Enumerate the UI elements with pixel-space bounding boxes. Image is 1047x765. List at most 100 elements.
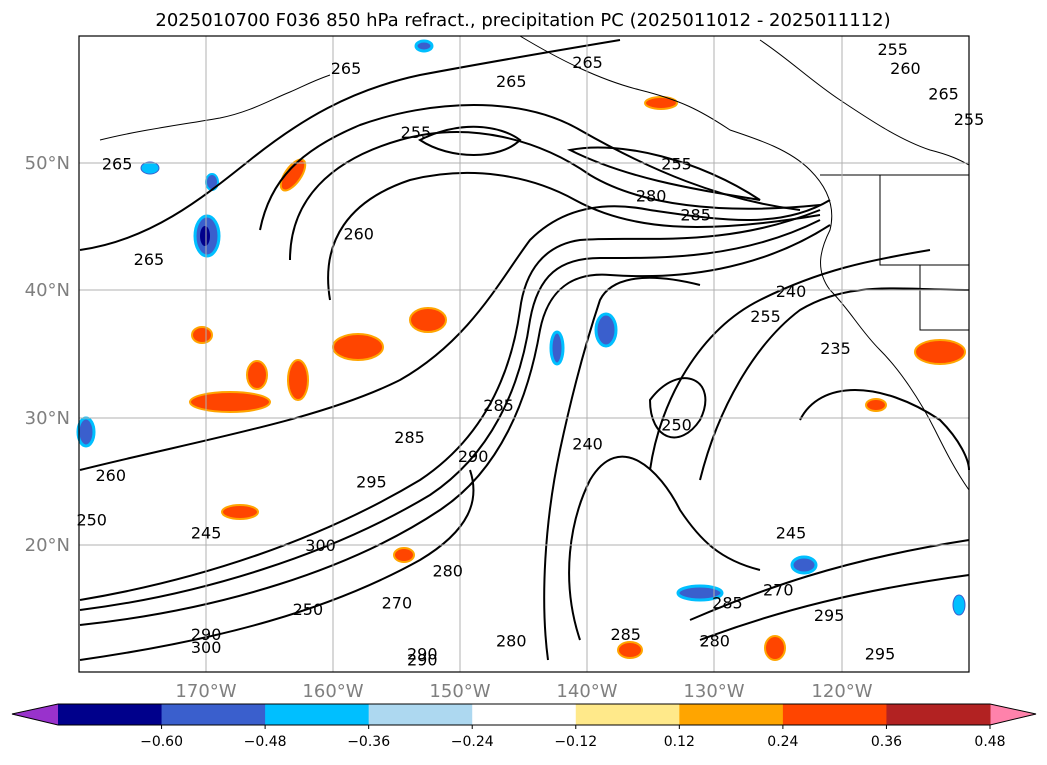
- contour-label: 250: [661, 415, 692, 434]
- contour-label: 290: [458, 447, 489, 466]
- contour-label: 270: [382, 593, 413, 612]
- colorbar-tick-label: −0.48: [244, 734, 287, 750]
- colorbar-tick-label: 0.36: [871, 734, 902, 750]
- colorbar-extend-low: [12, 704, 58, 725]
- lat-tick-label: 40°N: [25, 280, 70, 301]
- contour-line: [327, 172, 821, 301]
- precip-patch: [409, 307, 447, 333]
- precip-patch: [189, 391, 271, 413]
- contour-line: [689, 539, 970, 621]
- contour-label: 250: [76, 511, 107, 530]
- coastline-alaska: [519, 35, 970, 491]
- contour-line: [699, 574, 970, 641]
- contour-line: [568, 455, 761, 641]
- contour-label: 260: [96, 466, 127, 485]
- colorbar-cell: [679, 704, 784, 725]
- precip-patch: [952, 594, 966, 616]
- colorbar-tick-label: 0.12: [664, 734, 695, 750]
- precip-patch: [594, 312, 618, 348]
- colorbar-ticks: −0.60 −0.48 −0.36 −0.24 −0.12 0.12 0.24 0.36 0.4…: [140, 725, 1006, 750]
- contour-label: 285: [680, 205, 711, 224]
- contour-line: [799, 389, 970, 471]
- contour-line: [79, 469, 475, 661]
- contour-line: [648, 377, 707, 439]
- colorbar-tick-label: −0.36: [347, 734, 390, 750]
- contour-line: [79, 209, 821, 601]
- contour-label: 280: [699, 632, 730, 651]
- lat-tick-label: 50°N: [25, 153, 70, 174]
- colorbar-outline: [11, 703, 1037, 726]
- map-frame: [78, 35, 970, 673]
- precip-patch: [676, 584, 724, 602]
- contour-label: 280: [432, 562, 463, 581]
- precip-patch: [200, 226, 210, 246]
- coastline: [99, 35, 970, 491]
- lon-tick-label: 150°W: [429, 681, 490, 702]
- contour-label: 300: [191, 638, 222, 657]
- contour-label: 240: [572, 434, 603, 453]
- lon-tick-label: 160°W: [302, 681, 363, 702]
- contour-label: 280: [496, 632, 527, 651]
- precip-patch: [764, 635, 786, 661]
- lat-tick-label: 20°N: [25, 535, 70, 556]
- contour-label: 265: [134, 250, 165, 269]
- border-state: [919, 265, 969, 331]
- contour-label: 290: [191, 625, 222, 644]
- contour-label: 265: [928, 85, 959, 104]
- precip-patch: [191, 326, 213, 344]
- contour-label: 255: [661, 155, 692, 174]
- precip-patch: [393, 547, 415, 563]
- lon-tick-label: 170°W: [175, 681, 236, 702]
- precip-patch: [644, 96, 678, 110]
- contour-label: 260: [343, 225, 374, 244]
- coastline-canada: [759, 39, 970, 166]
- colorbar-cell: [782, 704, 887, 725]
- colorbar-tick-label: −0.12: [554, 734, 597, 750]
- contour-label: 265: [572, 53, 603, 72]
- contour-label: 265: [331, 59, 362, 78]
- contour-label: 290: [407, 644, 438, 663]
- contour-label: 250: [293, 600, 324, 619]
- precip-patch: [414, 39, 434, 53]
- colorbar-cell: [368, 704, 473, 725]
- precip-patch: [221, 504, 259, 520]
- contour-label: 240: [776, 282, 807, 301]
- contour-line: [566, 146, 761, 201]
- contour-line: [79, 199, 831, 471]
- contour-line: [79, 219, 821, 611]
- precip-patch: [865, 398, 887, 412]
- contour-label: 245: [191, 523, 222, 542]
- lon-tick-labels: 170°W 160°W 150°W 140°W 130°W 120°W: [175, 681, 872, 702]
- colorbar-cell: [472, 704, 577, 725]
- colorbar-cell: [161, 704, 266, 725]
- colorbar-cells: [12, 704, 1036, 725]
- contour-label: 295: [814, 606, 845, 625]
- colorbar-extend-high: [990, 704, 1036, 725]
- contour-label: 260: [890, 59, 921, 78]
- contour-label: 295: [356, 473, 387, 492]
- contour-line: [259, 104, 801, 231]
- chart-title: 2025010700 F036 850 hPa refract., precip…: [155, 10, 890, 31]
- contour-label: 295: [865, 644, 896, 663]
- precip-patch: [140, 161, 160, 175]
- contour-line: [699, 287, 970, 481]
- lon-tick-label: 140°W: [556, 681, 617, 702]
- contour-line: [649, 249, 931, 471]
- precip-patch: [549, 330, 565, 366]
- lat-tick-label: 30°N: [25, 408, 70, 429]
- lon-tick-label: 130°W: [683, 681, 744, 702]
- colorbar-cell: [265, 704, 370, 725]
- contour-label: 265: [102, 155, 133, 174]
- contour-label: 270: [763, 581, 794, 600]
- map-gridlines: [79, 36, 969, 672]
- contour-label: 285: [394, 428, 425, 447]
- contour-label: 265: [496, 72, 527, 91]
- precip-patch: [332, 333, 384, 361]
- contour-line: [418, 125, 522, 156]
- contour-line: [543, 276, 701, 661]
- precipitation-shading: [76, 39, 966, 661]
- precip-patch: [790, 555, 818, 575]
- border-state: [879, 175, 969, 266]
